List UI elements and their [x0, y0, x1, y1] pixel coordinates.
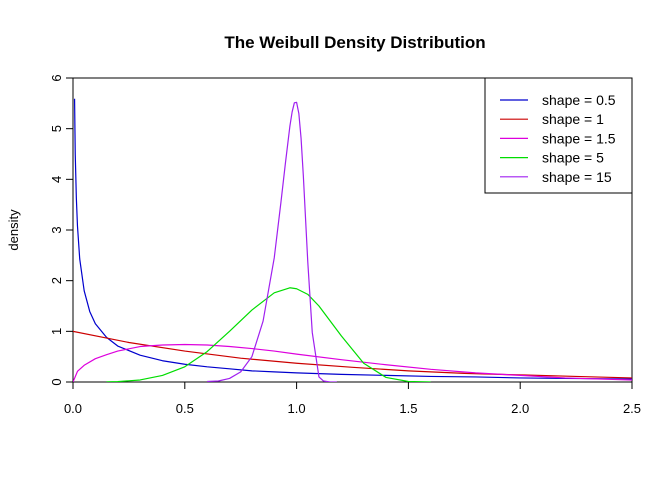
y-tick-label: 3 — [49, 226, 64, 233]
x-tick-label: 2.5 — [623, 401, 641, 416]
y-axis: 0 1 2 3 4 5 6 — [49, 74, 73, 386]
y-tick-label: 5 — [49, 125, 64, 132]
x-tick-label: 1.5 — [399, 401, 417, 416]
y-tick-label: 1 — [49, 328, 64, 335]
legend-label: shape = 5 — [542, 150, 604, 166]
series-line-5 — [207, 101, 337, 382]
x-tick-label: 1.0 — [288, 401, 306, 416]
y-tick-label: 4 — [49, 176, 64, 183]
x-tick-label: 2.0 — [511, 401, 529, 416]
x-axis: 0.0 0.5 1.0 1.5 2.0 2.5 — [64, 382, 641, 416]
y-axis-label: density — [6, 209, 21, 251]
series-line-4 — [106, 287, 431, 382]
series-group — [73, 98, 632, 382]
series-line-2 — [73, 330, 632, 379]
legend-label: shape = 1.5 — [542, 130, 616, 146]
y-tick-label: 6 — [49, 74, 64, 81]
legend-label: shape = 0.5 — [542, 92, 616, 108]
y-tick-label: 0 — [49, 378, 64, 385]
legend: shape = 0.5 shape = 1 shape = 1.5 shape = 5… — [484, 77, 633, 194]
y-tick-label: 2 — [49, 277, 64, 284]
x-tick-label: 0.5 — [176, 401, 194, 416]
series-line-1 — [73, 98, 632, 380]
legend-label: shape = 15 — [542, 169, 612, 185]
legend-box — [484, 77, 633, 194]
chart-title: The Weibull Density Distribution — [224, 33, 485, 52]
series-line-3 — [73, 343, 632, 382]
legend-label: shape = 1 — [542, 111, 604, 127]
x-tick-label: 0.0 — [64, 401, 82, 416]
